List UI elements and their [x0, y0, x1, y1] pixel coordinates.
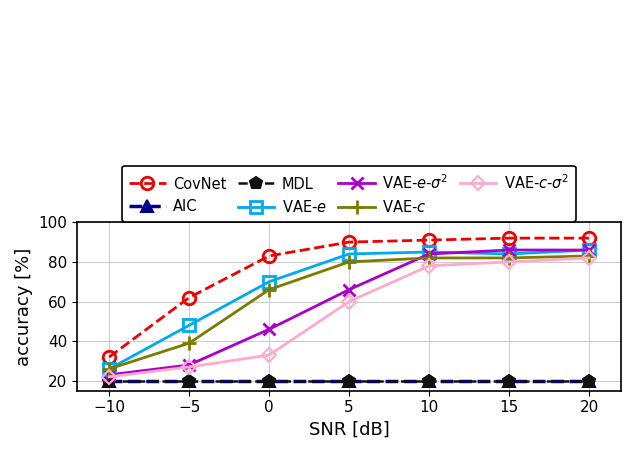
X-axis label: SNR [dB]: SNR [dB] — [308, 421, 389, 439]
Y-axis label: accuracy [%]: accuracy [%] — [15, 247, 33, 365]
Legend: CovNet, AIC, MDL, VAE-$e$, VAE-$e$-$\sigma^2$, VAE-$c$, VAE-$c$-$\sigma^2$: CovNet, AIC, MDL, VAE-$e$, VAE-$e$-$\sig… — [122, 166, 576, 222]
